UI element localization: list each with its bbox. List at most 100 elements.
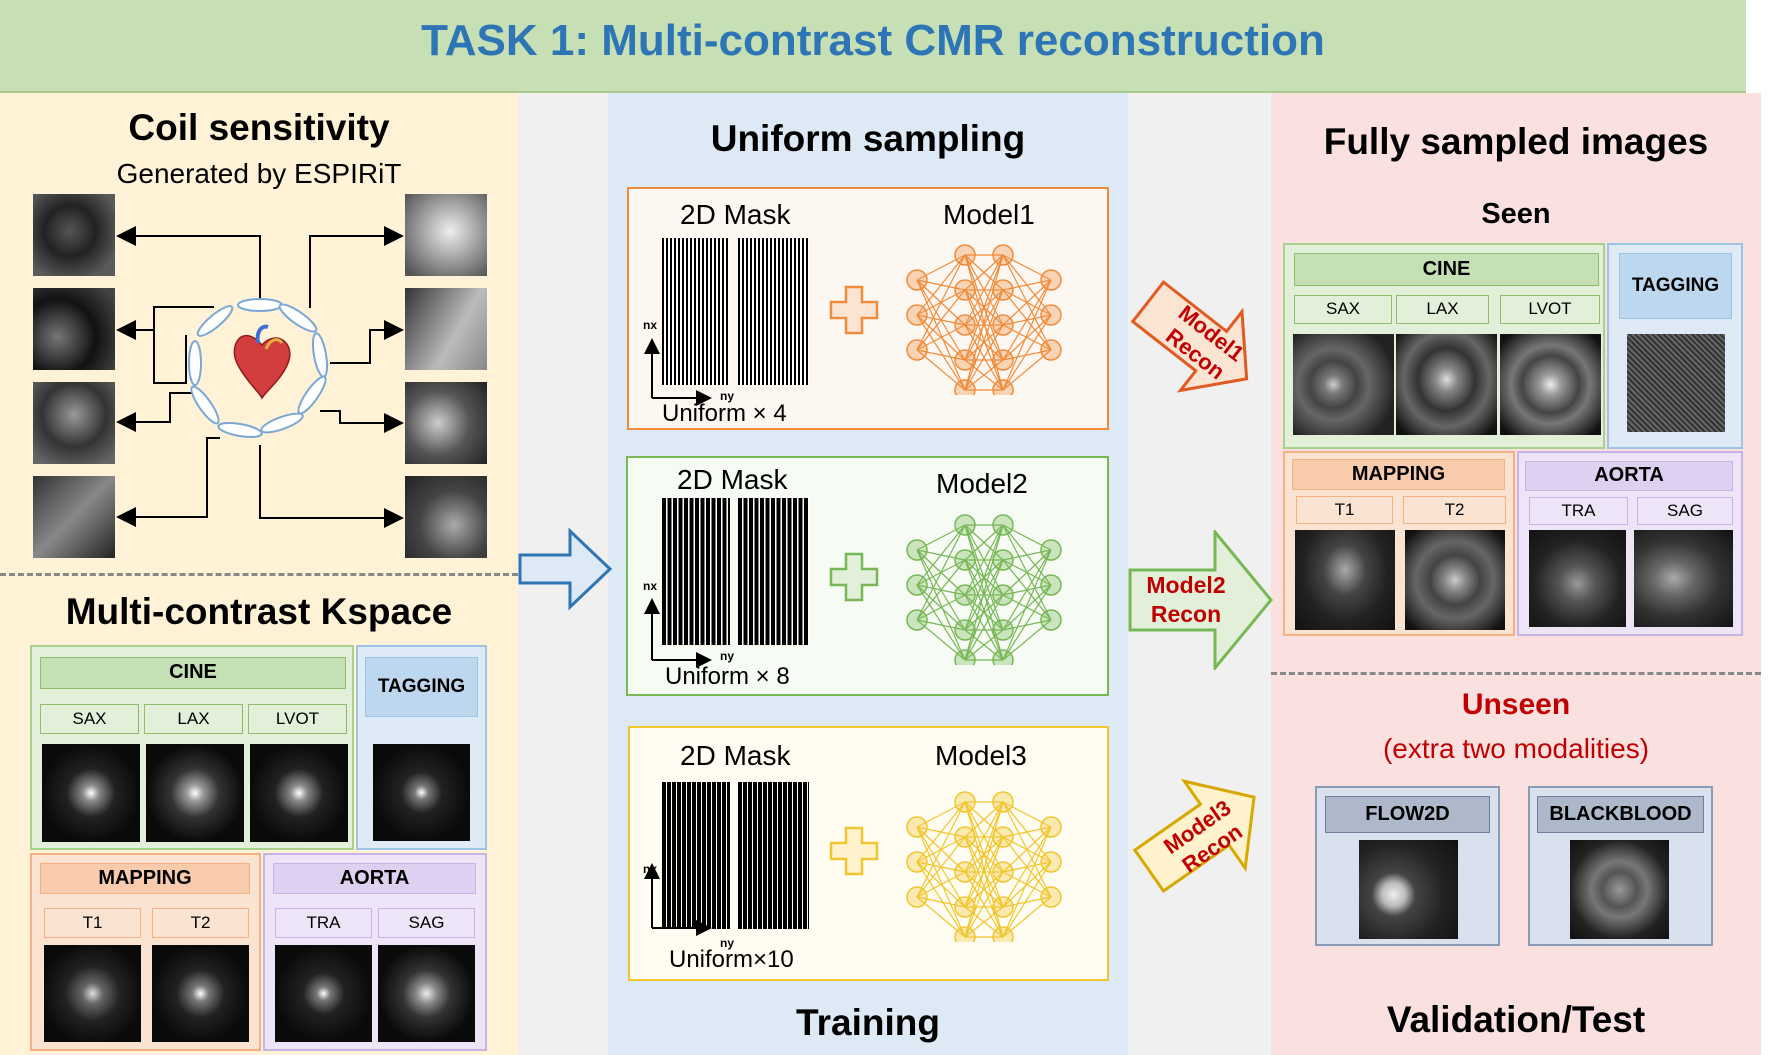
model-label: Model2 [936, 468, 1028, 499]
recon-arrow-2 [1128, 530, 1273, 670]
coil-title: Coil sensitivity [128, 107, 390, 148]
neuron [992, 896, 1014, 918]
neuron [906, 816, 928, 838]
neuron [954, 514, 976, 536]
coil-image [405, 476, 487, 558]
kspace-lvot-label: LVOT [248, 704, 347, 734]
neuron [954, 314, 976, 336]
kspace-cine-label: CINE [40, 657, 346, 689]
plus-icon [829, 552, 879, 602]
axis-nx: nx [643, 318, 658, 332]
coil-image [405, 382, 487, 464]
sampling-mask [662, 498, 809, 645]
coil-subtitle: Generated by ESPIRiT [116, 158, 402, 189]
kspace-image [146, 744, 244, 842]
kspace-sax-label: SAX [40, 704, 139, 734]
neuron [954, 861, 976, 883]
neuron [992, 549, 1014, 571]
neuron [1040, 539, 1062, 561]
middle-title: Uniform sampling [710, 118, 1026, 159]
coil-image [33, 382, 115, 464]
seen-aorta-label: AORTA [1525, 461, 1733, 491]
neuron [992, 861, 1014, 883]
neuron [1040, 816, 1062, 838]
seen-t1-label: T1 [1296, 496, 1393, 524]
model-label: Model1 [943, 199, 1035, 230]
mask-label: 2D Mask [677, 464, 788, 495]
neuron [992, 279, 1014, 301]
neuron [1040, 269, 1062, 291]
coil-diagram [116, 226, 404, 528]
uniform-label: Uniform×10 [669, 946, 794, 973]
kspace-tra-label: TRA [275, 908, 372, 938]
coil-image [33, 288, 115, 370]
neuron [992, 584, 1014, 606]
recon-arrow-3 [1132, 778, 1256, 894]
axis-nx: nx [643, 579, 658, 593]
plus-icon [829, 826, 879, 876]
axis-ny: ny [720, 649, 735, 663]
kspace-lax-label: LAX [144, 704, 243, 734]
model-label: Model3 [935, 740, 1027, 771]
kspace-aorta-label: AORTA [273, 863, 476, 894]
neuron [954, 584, 976, 606]
neuron [954, 791, 976, 813]
kspace-image [152, 945, 249, 1042]
seen-t2-label: T2 [1403, 496, 1506, 524]
neuron [954, 649, 976, 665]
axis-ny: ny [720, 936, 735, 950]
neuron [906, 609, 928, 631]
neural-net-icon [906, 244, 1062, 395]
recon-label-2: Model2 Recon [1146, 572, 1226, 627]
mri-image [1405, 530, 1505, 630]
coil-image [405, 288, 487, 370]
neuron [954, 379, 976, 395]
kspace-tagging-label: TAGGING [365, 657, 478, 717]
coil-image [405, 194, 487, 276]
axis-nx: nx [643, 862, 658, 876]
right-title: Fully sampled images [1323, 121, 1709, 162]
neuron [992, 619, 1014, 641]
neuron [906, 886, 928, 908]
kspace-image [44, 945, 141, 1042]
seen-label: Seen [1481, 198, 1551, 230]
neuron [906, 269, 928, 291]
kspace-sag-label: SAG [378, 908, 475, 938]
kspace-t1-label: T1 [44, 908, 141, 938]
sampling-mask [662, 238, 809, 385]
neuron [954, 549, 976, 571]
mri-image [1627, 334, 1725, 432]
neuron [954, 619, 976, 641]
neuron [992, 514, 1014, 536]
seen-lax-label: LAX [1396, 295, 1489, 324]
header-bar [0, 0, 1746, 93]
neuron [1040, 609, 1062, 631]
seen-sag-label: SAG [1637, 497, 1733, 525]
kspace-title: Multi-contrast Kspace [65, 591, 453, 632]
neuron [954, 926, 976, 942]
neuron [954, 279, 976, 301]
neuron [992, 926, 1014, 942]
neuron [906, 574, 928, 596]
flow-arrow [518, 527, 613, 611]
neuron [992, 379, 1014, 395]
mri-image [1359, 840, 1458, 939]
neuron [1040, 339, 1062, 361]
coil-image [33, 194, 115, 276]
neuron [906, 339, 928, 361]
neuron [906, 304, 928, 326]
neuron [954, 349, 976, 371]
mri-image [1293, 334, 1394, 435]
mri-image [1295, 530, 1395, 630]
neuron [1040, 851, 1062, 873]
uniform-label: Uniform × 8 [665, 663, 790, 690]
kspace-t2-label: T2 [152, 908, 249, 938]
neuron [992, 314, 1014, 336]
neuron [992, 791, 1014, 813]
kspace-mapping-label: MAPPING [40, 863, 250, 894]
seen-sax-label: SAX [1294, 295, 1392, 324]
neuron [992, 649, 1014, 665]
blackblood-label: BLACKBLOOD [1537, 796, 1704, 833]
neuron [1040, 574, 1062, 596]
kspace-image [378, 945, 475, 1042]
